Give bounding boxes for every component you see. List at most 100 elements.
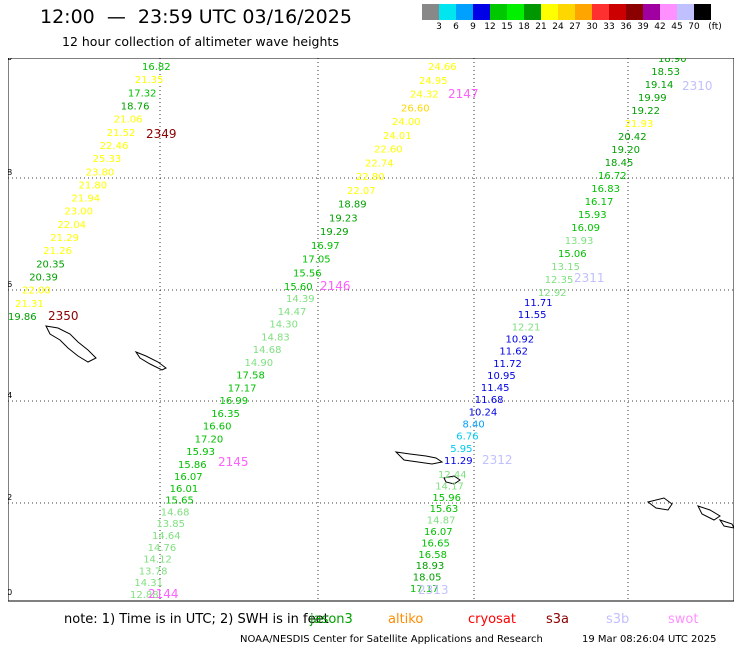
wave-height-value: 15.65: [165, 496, 194, 507]
wave-height-value: 22.00: [22, 286, 51, 297]
wave-height-value: 12.88: [130, 590, 159, 601]
wave-height-value: 13.93: [565, 236, 594, 247]
wave-height-value: 14.47: [278, 307, 307, 318]
pass-id-label: 2312: [482, 453, 513, 467]
wave-height-value: 15.56: [293, 268, 322, 279]
scale-swatch: [694, 4, 711, 20]
wave-height-value: 11.29: [444, 456, 473, 467]
wave-height-value: 18.45: [605, 158, 634, 169]
wave-height-value: 21.06: [114, 115, 143, 126]
wave-height-value: 10.95: [487, 371, 516, 382]
wave-height-value: 19.22: [631, 106, 660, 117]
wave-height-value: 16.07: [174, 472, 203, 483]
wave-height-value: 11.55: [518, 310, 547, 321]
wave-height-value: 23.80: [86, 167, 115, 178]
wave-height-value: 14.31: [134, 578, 163, 589]
wave-height-value: 16.97: [311, 241, 340, 252]
wave-height-value: 18.05: [413, 573, 442, 584]
wave-height-value: 13.15: [551, 262, 580, 273]
pass-id-label: 2349: [146, 127, 177, 141]
pass-id-label: 2147: [448, 87, 479, 101]
graticule: [8, 58, 734, 601]
wave-height-value: 21.26: [43, 246, 72, 257]
wave-height-value: 18.89: [338, 200, 367, 211]
scale-label: 24: [552, 22, 564, 32]
wave-height-value: 16.72: [598, 171, 627, 182]
scale-swatch: [490, 4, 507, 20]
scale-swatch: [422, 4, 439, 20]
scale-swatch: [439, 4, 456, 20]
wave-height-value: 24.66: [428, 62, 457, 73]
wave-height-value: 14.87: [427, 516, 456, 527]
satellite-legend-s3a: s3a: [546, 612, 570, 627]
wave-height-value: 16.35: [211, 409, 240, 420]
scale-label: 6: [453, 22, 459, 32]
wave-height-value: 16.82: [142, 62, 171, 73]
wave-height-value: 14.64: [152, 531, 181, 542]
wave-height-value: 22.04: [57, 220, 86, 231]
wave-height-value: 21.94: [72, 194, 101, 205]
coastline-aleutian-east-2: [697, 505, 721, 521]
wave-height-value: 14.12: [143, 555, 172, 566]
timestamp: 19 Mar 08:26:04 UTC 2025: [582, 634, 717, 645]
wave-height-value: 23.00: [64, 207, 93, 218]
wave-height-value: 25.33: [93, 154, 122, 165]
satellite-legend-altiko: altiko: [388, 612, 424, 627]
wave-height-value: 21.80: [79, 180, 108, 191]
pass-id-label: 2145: [218, 455, 249, 469]
footnote: note: 1) Time is in UTC; 2) SWH is in fe…: [64, 612, 329, 627]
wave-height-value: 19.29: [320, 227, 349, 238]
scale-swatch: [592, 4, 609, 20]
wave-height-value: 16.17: [585, 197, 614, 208]
wave-height-value: 17.32: [128, 88, 157, 99]
credit-line: NOAA/NESDIS Center for Satellite Applica…: [240, 634, 543, 645]
scale-label: 18: [518, 22, 530, 32]
wave-height-value: 15.60: [284, 282, 313, 293]
coastline-shumagin: [45, 325, 97, 363]
pass-id-label: 2311: [574, 271, 605, 285]
wave-height-value: 12.92: [538, 288, 567, 299]
wave-height-value: 22.80: [356, 172, 385, 183]
wave-height-value: 8.40: [463, 420, 485, 431]
axis-labels: 605856545250165168171174177: [8, 58, 12, 597]
wave-height-value: 17.17: [228, 383, 257, 394]
wave-height-value: 11.71: [524, 298, 553, 309]
lat-label: 56: [8, 280, 12, 289]
scale-unit: (ft): [708, 22, 722, 32]
wave-height-value: 14.68: [253, 345, 282, 356]
wave-height-value: 15.96: [432, 493, 461, 504]
wave-height-value: 5.95: [450, 444, 472, 455]
wave-height-value: 19.14: [645, 80, 674, 91]
wave-height-value: 20.42: [618, 132, 647, 143]
scale-label: 45: [671, 22, 683, 32]
coastline-aleutian-east: [646, 497, 673, 511]
wave-height-value: 12.44: [438, 470, 467, 481]
wave-height-value: 17.05: [302, 255, 331, 266]
wave-height-value: 15.63: [430, 504, 459, 515]
wave-height-value: 26.60: [401, 103, 430, 114]
scale-label: 30: [586, 22, 598, 32]
wave-height-value: 14.30: [269, 320, 298, 331]
lat-label: 50: [8, 588, 12, 597]
wave-height-value: 24.01: [383, 131, 412, 142]
wave-height-value: 21.29: [50, 233, 79, 244]
pass-id-label: 2144: [148, 587, 179, 601]
wave-height-value: 19.86: [8, 312, 37, 323]
wave-height-value: 15.93: [578, 210, 607, 221]
wave-height-value: 15.86: [178, 460, 207, 471]
wave-height-value: 16.09: [571, 223, 600, 234]
map-frame: [8, 58, 734, 602]
wave-height-value: 22.60: [374, 145, 403, 156]
wave-height-value: 14.83: [261, 332, 290, 343]
wave-height-value: 10.92: [506, 335, 535, 346]
wave-height-value: 16.83: [591, 184, 620, 195]
lat-label: 54: [8, 391, 12, 400]
scale-swatch: [473, 4, 490, 20]
wave-height-value: 14.39: [286, 294, 315, 305]
coastline-islet: [134, 350, 167, 371]
wave-height-value: 17.17: [410, 584, 439, 595]
wave-height-value: 18.90: [658, 58, 687, 65]
map-title: 12:00 — 23:59 UTC 03/16/2025: [40, 6, 352, 28]
wave-height-value: 22.46: [100, 141, 129, 152]
scale-label: 9: [470, 22, 476, 32]
